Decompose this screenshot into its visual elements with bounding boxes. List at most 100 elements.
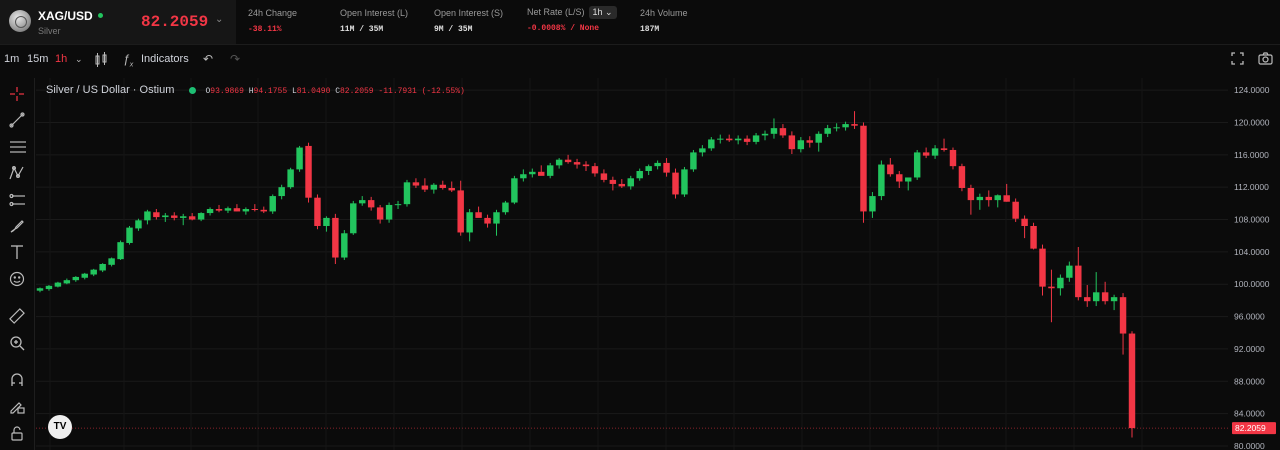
candle — [618, 179, 626, 188]
y-tick-label: 116.0000 — [1234, 150, 1269, 160]
timeframe-1h[interactable]: 1h — [55, 53, 68, 65]
trend-line-icon[interactable] — [9, 112, 25, 128]
indicators-button[interactable]: Indicators — [141, 53, 189, 65]
candle — [770, 118, 778, 139]
timeframe-1m[interactable]: 1m — [4, 53, 20, 65]
candle — [851, 111, 858, 129]
candle — [860, 122, 867, 223]
candle — [717, 134, 724, 144]
candle — [734, 135, 742, 145]
candle — [1021, 215, 1028, 239]
indicators-fx-icon[interactable]: ƒx — [123, 52, 134, 69]
y-tick-label: 92.0000 — [1234, 344, 1265, 354]
ruler-icon[interactable] — [9, 308, 25, 324]
candle — [475, 206, 482, 218]
candle — [493, 209, 500, 236]
pair-selector[interactable]: XAG/USD Silver 82.2059 ⌄ — [0, 0, 236, 44]
pattern-tool-icon[interactable] — [9, 165, 25, 181]
price-axis[interactable]: 124.0000 120.0000 116.0000 112.0000 108.0000… — [1228, 78, 1280, 450]
candle — [985, 190, 993, 207]
candle-type-icon[interactable] — [94, 52, 108, 71]
candle — [233, 204, 241, 212]
current-price: 82.2059 — [141, 13, 209, 31]
stat-value: 9M / 35M — [434, 25, 473, 34]
candle — [564, 154, 572, 164]
candle — [1128, 331, 1136, 438]
candle — [144, 209, 151, 225]
candle — [1039, 244, 1046, 296]
candle — [332, 213, 339, 264]
last-price-label: 82.2059 — [1235, 423, 1266, 433]
candle — [1101, 281, 1109, 305]
candle — [251, 204, 259, 212]
candle — [896, 171, 903, 188]
camera-icon[interactable] — [1258, 52, 1273, 68]
candle — [1066, 261, 1073, 282]
horizontal-lines-icon[interactable] — [9, 139, 26, 155]
candle — [708, 137, 715, 151]
candle — [833, 123, 840, 132]
magnet-icon[interactable] — [9, 372, 25, 388]
chevron-down-icon[interactable]: ⌄ — [215, 14, 224, 25]
crosshair-icon[interactable] — [9, 86, 25, 102]
candle — [502, 200, 509, 215]
candle — [215, 204, 223, 213]
y-tick-label: 96.0000 — [1234, 312, 1265, 322]
candle — [1084, 285, 1091, 307]
candle — [179, 213, 187, 226]
unlock-icon[interactable] — [9, 425, 25, 441]
stat-24h-volume: 24h Volume 187M — [640, 8, 688, 34]
candle — [842, 121, 849, 131]
candle — [788, 131, 796, 155]
undo-icon[interactable]: ↶ — [203, 52, 214, 66]
market-open-dot-icon — [98, 13, 103, 18]
chart-legend: Silver / US Dollar · Ostium O93.9869 H94… — [46, 84, 465, 96]
price-chart[interactable] — [36, 78, 1228, 450]
legend-symbol: Silver / US Dollar · Ostium — [46, 84, 175, 96]
candle — [36, 287, 44, 293]
candle — [126, 225, 133, 245]
candle — [1119, 293, 1127, 355]
tradingview-logo[interactable]: TV — [48, 415, 72, 439]
candle — [448, 181, 455, 193]
candle — [108, 257, 115, 267]
candle — [323, 216, 330, 232]
candle — [815, 131, 822, 152]
candle — [394, 200, 402, 210]
y-tick-label: 124.0000 — [1234, 85, 1270, 95]
candle — [99, 263, 106, 273]
candle — [699, 145, 706, 157]
timeframe-15m[interactable]: 15m — [27, 53, 49, 65]
visibility-dot-icon[interactable] — [189, 86, 197, 94]
stat-value: -38.11% — [248, 25, 282, 34]
candle — [636, 168, 643, 181]
candle — [958, 163, 966, 192]
text-tool-icon[interactable] — [9, 244, 25, 260]
brush-icon[interactable] — [9, 218, 25, 234]
candle — [359, 196, 366, 206]
candle — [761, 130, 769, 141]
y-tick-label: 100.0000 — [1234, 279, 1270, 289]
fullscreen-icon[interactable] — [1231, 52, 1244, 68]
net-rate-period-select[interactable]: 1h ⌄ — [588, 6, 617, 19]
candle — [269, 194, 276, 214]
chevron-down-icon[interactable]: ⌄ — [75, 54, 83, 64]
candle — [582, 161, 590, 171]
zoom-in-icon[interactable] — [9, 335, 25, 351]
projection-tool-icon[interactable] — [9, 192, 25, 208]
candle — [439, 180, 447, 190]
y-tick-label: 120.0000 — [1234, 117, 1270, 127]
candle — [600, 169, 608, 183]
y-tick-label: 104.0000 — [1234, 247, 1270, 257]
lock-drawings-icon[interactable] — [9, 398, 25, 414]
legend-ohlc: O93.9869 H94.1755 L81.0490 C82.2059 -11.… — [205, 87, 465, 96]
candle — [931, 145, 939, 159]
candle — [153, 209, 160, 220]
candle — [385, 202, 393, 223]
candle — [654, 160, 661, 170]
candle — [913, 149, 921, 180]
emoji-icon[interactable] — [9, 271, 25, 287]
candle — [54, 281, 62, 288]
redo-icon[interactable]: ↷ — [230, 52, 241, 66]
candle — [887, 158, 894, 177]
